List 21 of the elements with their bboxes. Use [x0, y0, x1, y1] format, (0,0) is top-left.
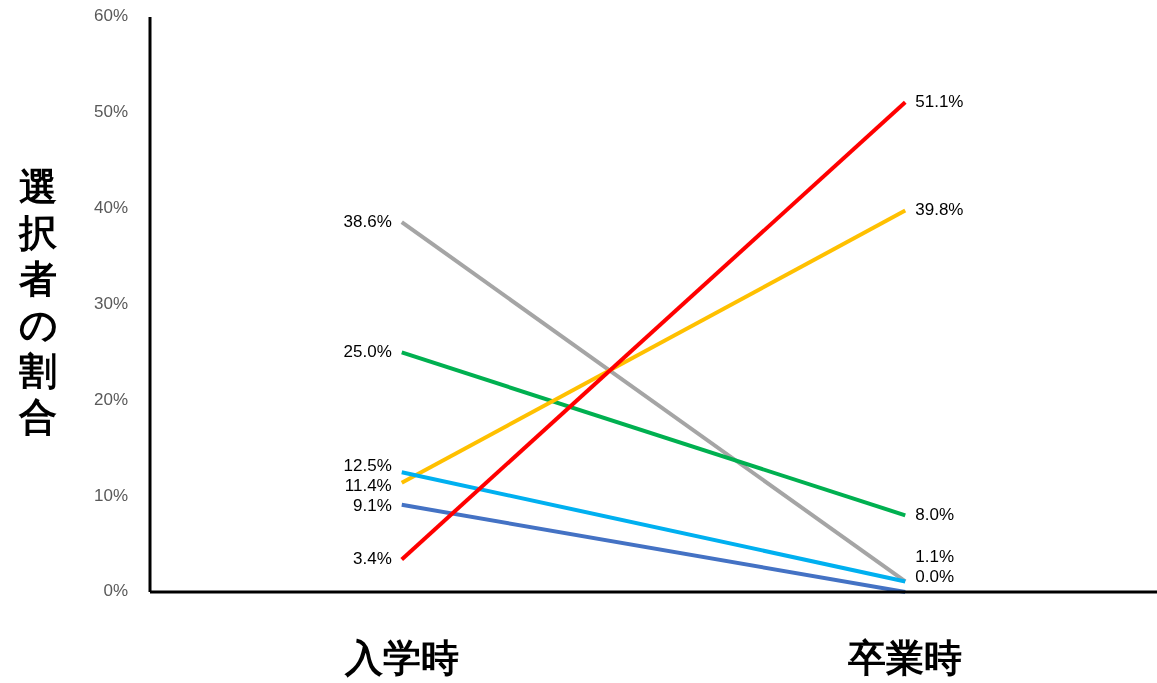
- y-tick-label: 60%: [93, 6, 128, 26]
- y-tick-label: 30%: [93, 293, 128, 313]
- y-tick-label: 20%: [93, 389, 128, 409]
- data-label: 25.0%: [343, 341, 392, 361]
- y-tick-label: 0%: [103, 581, 128, 601]
- data-label: 0.0%: [915, 567, 954, 587]
- x-tick-label: 入学時: [343, 635, 459, 680]
- data-label: 12.5%: [343, 455, 392, 475]
- data-label: 1.1%: [915, 547, 954, 567]
- data-label: 38.6%: [343, 211, 392, 231]
- x-tick-label: 卒業時: [847, 635, 963, 680]
- data-label: 39.8%: [915, 200, 964, 220]
- y-tick-label: 40%: [93, 198, 128, 218]
- y-axis-title: 選択者の割合: [18, 165, 58, 439]
- data-label: 3.4%: [353, 548, 392, 568]
- data-label: 51.1%: [915, 91, 964, 111]
- data-label: 11.4%: [344, 475, 392, 495]
- y-tick-label: 50%: [93, 102, 128, 122]
- y-tick-label: 10%: [93, 485, 128, 505]
- data-label: 9.1%: [353, 495, 392, 515]
- data-label: 8.0%: [915, 504, 954, 524]
